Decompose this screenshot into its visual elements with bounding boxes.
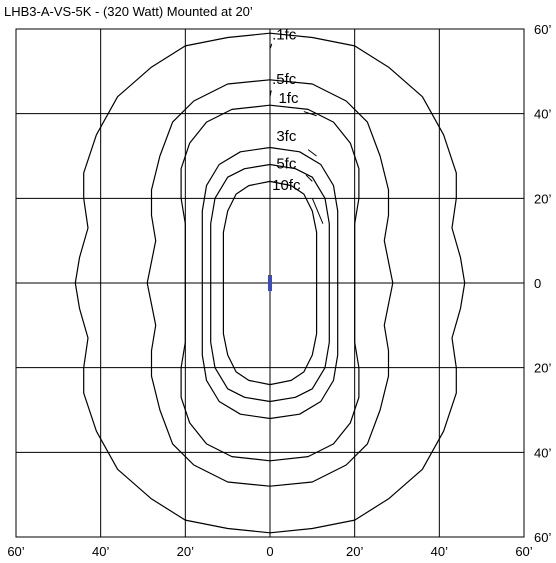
y-tick-label: 40’ (534, 107, 551, 122)
contour-lines (74, 32, 466, 534)
y-tick-label: 60’ (534, 530, 551, 545)
y-tick-label: 20’ (534, 191, 551, 206)
contour-point1fc (74, 32, 466, 534)
contour-label: 5fc (276, 156, 297, 173)
contour-leader (303, 111, 317, 117)
contour-leaders (269, 43, 324, 224)
x-tick-label: 20’ (346, 544, 363, 559)
contour-label: .5fc (272, 71, 297, 88)
y-tick-label: 60’ (534, 22, 551, 37)
contour-labels: .1fc .5fc 1fc 3fc 5fc 10fc (272, 27, 301, 194)
grid (16, 29, 524, 537)
contour-label: 3fc (276, 128, 297, 145)
y-axis-ticks: 60’ 40’ 20’ 0 20’ 40’ 60’ (534, 22, 551, 545)
contour-point5fc (146, 79, 394, 487)
y-tick-label: 20’ (534, 361, 551, 376)
x-tick-label: 0 (266, 544, 273, 559)
contour-5fc (210, 163, 330, 403)
contour-leader (305, 174, 313, 182)
contour-leader (307, 149, 317, 157)
contour-label: 10fc (272, 177, 301, 194)
contour-leader (269, 43, 273, 49)
x-axis-ticks: 60’ 40’ 20’ 0 20’ 40’ 60’ (7, 544, 532, 559)
contour-label: 1fc (278, 90, 299, 107)
y-tick-label: 40’ (534, 445, 551, 460)
x-tick-label: 20’ (177, 544, 194, 559)
x-tick-label: 40’ (431, 544, 448, 559)
fixture-marker (268, 275, 272, 291)
contour-10fc (222, 180, 318, 386)
y-tick-label: 0 (534, 276, 541, 291)
x-tick-label: 60’ (515, 544, 532, 559)
contour-3fc (201, 146, 339, 420)
contour-1fc (180, 104, 360, 462)
x-tick-label: 40’ (92, 544, 109, 559)
contour-leader (269, 90, 272, 97)
plot-frame (15, 28, 525, 538)
contour-label: .1fc (272, 27, 297, 44)
x-tick-label: 60’ (7, 544, 24, 559)
contour-leader (311, 198, 324, 224)
chart-title: LHB3-A-VS-5K - (320 Watt) Mounted at 20’ (4, 4, 253, 19)
